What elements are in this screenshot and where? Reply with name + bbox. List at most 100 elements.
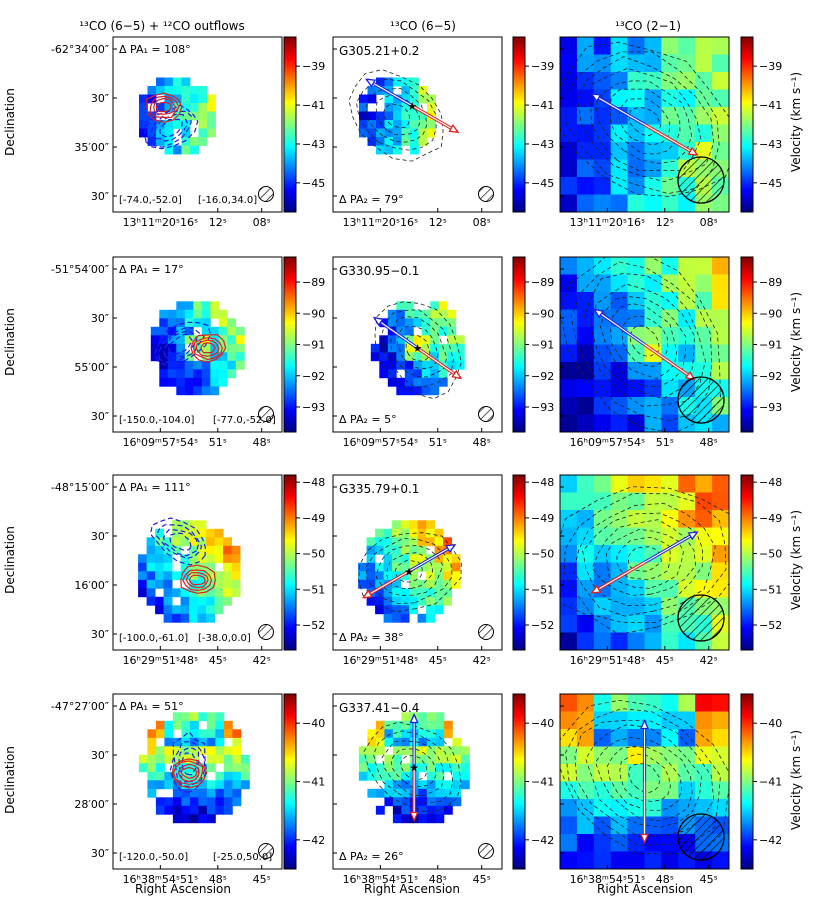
- heatmap-cell: [627, 414, 645, 432]
- colorbar-tick-label: −50: [531, 548, 554, 561]
- heatmap-cell: [418, 754, 428, 764]
- heatmap-cell: [173, 120, 182, 129]
- heatmap-cell: [576, 632, 595, 650]
- ra-tick-label: 16ʰ38ᵐ54ˢ51ˢ: [570, 873, 646, 886]
- heatmap-cell: [661, 746, 679, 765]
- heatmap-cell: [172, 780, 182, 790]
- heatmap-cell: [678, 711, 696, 730]
- heatmap-cell: [435, 814, 445, 824]
- heatmap-cell: [218, 343, 228, 353]
- heatmap-cell: [240, 780, 250, 790]
- heatmap-cell: [232, 797, 242, 807]
- panel-r3-c2: ★ G335.79+0.1 Δ PA₂ = 38° 16ʰ29ᵐ51ˢ48ˢ 45ˢ 42…: [332, 474, 503, 667]
- heatmap-cell: [163, 605, 173, 615]
- heatmap-cell: [712, 257, 729, 275]
- beam-icon: [677, 376, 725, 424]
- panel-frame: [559, 256, 730, 433]
- blue-lobe-contour: [167, 333, 194, 355]
- intensity-contour: [628, 106, 662, 136]
- heatmap-cell: [201, 335, 211, 345]
- heatmap-cell: [661, 292, 679, 310]
- blue-lobe-contour: [155, 524, 203, 560]
- heatmap-cell: [375, 788, 385, 798]
- heatmap-cell: [164, 771, 174, 781]
- intensity-contour: [609, 88, 681, 155]
- heatmap-cell: [184, 309, 194, 319]
- heatmap-cell: [167, 309, 177, 319]
- heatmap-cell: [172, 613, 181, 623]
- dec-tick-label: 28′00″: [74, 798, 109, 811]
- heatmap-cell: [392, 605, 401, 615]
- heatmap-cell: [147, 763, 157, 773]
- colorbar-r2-c1: −89 −90 −91 −92 −93: [283, 256, 325, 433]
- heatmap-cell: [409, 545, 418, 555]
- heatmap-cell: [215, 746, 225, 756]
- panel-content: [560, 37, 729, 212]
- colorbar-r4-c1: −40 −41 −42: [283, 693, 325, 870]
- heatmap-cell: [712, 142, 729, 160]
- heatmap-cell: [678, 327, 696, 345]
- dec-tick-label: -51°54′00″: [51, 263, 109, 276]
- heatmap-cell: [661, 54, 679, 73]
- heatmap-cell: [167, 369, 177, 379]
- heatmap-cell: [393, 145, 402, 155]
- heatmap-cell: [184, 335, 194, 345]
- heatmap-cell: [661, 475, 679, 493]
- heatmap-cell: [401, 771, 411, 781]
- intensity-contour: [356, 78, 437, 151]
- ra-tick-label: 48ˢ: [253, 436, 271, 449]
- heatmap-cell: [223, 545, 232, 555]
- beam-icon: [478, 843, 494, 859]
- heatmap-cell: [712, 694, 729, 712]
- heatmap-cell: [201, 360, 211, 370]
- heatmap-cell: [367, 94, 377, 104]
- heatmap-cell: [627, 89, 645, 108]
- heatmap-cell: [201, 301, 211, 311]
- colorbar-tick-label: −89: [759, 276, 782, 289]
- heatmap-cell: [383, 528, 393, 538]
- heatmap-cell: [560, 746, 578, 765]
- heatmap-cell: [215, 712, 225, 722]
- ylabel-row-1: Declination: [3, 88, 17, 156]
- heatmap-cell: [392, 788, 402, 798]
- heatmap-cell: [181, 720, 191, 730]
- ylabel-row-3: Declination: [3, 526, 17, 594]
- heatmap-cell: [172, 571, 181, 581]
- colorbar-tick-label: −40: [302, 717, 325, 730]
- heatmap-cell: [712, 414, 729, 432]
- heatmap-cell: [661, 379, 679, 398]
- blue-lobe-contour: [154, 321, 212, 367]
- heatmap-cell: [227, 335, 237, 345]
- heatmap-cell: [644, 711, 662, 730]
- heatmap-cell: [661, 851, 679, 869]
- intensity-contour: [390, 748, 437, 788]
- heatmap-cell: [560, 177, 578, 195]
- heatmap-cell: [627, 142, 645, 160]
- ra-tick-label: 16ʰ29ᵐ51ˢ48ˢ: [123, 654, 199, 667]
- heatmap-cell: [712, 54, 729, 73]
- heatmap-cell: [214, 579, 224, 589]
- heatmap-cell: [400, 588, 410, 598]
- heatmap-cell: [198, 712, 208, 722]
- heatmap-cell: [661, 562, 679, 581]
- panel-frame: [332, 36, 503, 213]
- heatmap-cell: [159, 318, 169, 328]
- heatmap-cell: [447, 309, 457, 319]
- heatmap-cell: [421, 386, 431, 396]
- heatmap-cell: [443, 579, 452, 589]
- heatmap-cell: [190, 103, 199, 112]
- heatmap-cell: [206, 562, 215, 572]
- heatmap-cell: [644, 414, 662, 432]
- heatmap-cell: [695, 54, 713, 73]
- heatmap-cell: [181, 746, 191, 756]
- heatmap-cell: [661, 309, 679, 328]
- heatmap-cell: [392, 737, 402, 747]
- heatmap-cell: [392, 579, 401, 589]
- heatmap-cell: [206, 780, 216, 790]
- heatmap-cell: [206, 737, 216, 747]
- heatmap-cell: [695, 510, 713, 528]
- heatmap-cell: [576, 764, 595, 782]
- heatmap-cell: [159, 326, 169, 336]
- heatmap-cell: [206, 588, 215, 598]
- heatmap-cell: [367, 771, 377, 781]
